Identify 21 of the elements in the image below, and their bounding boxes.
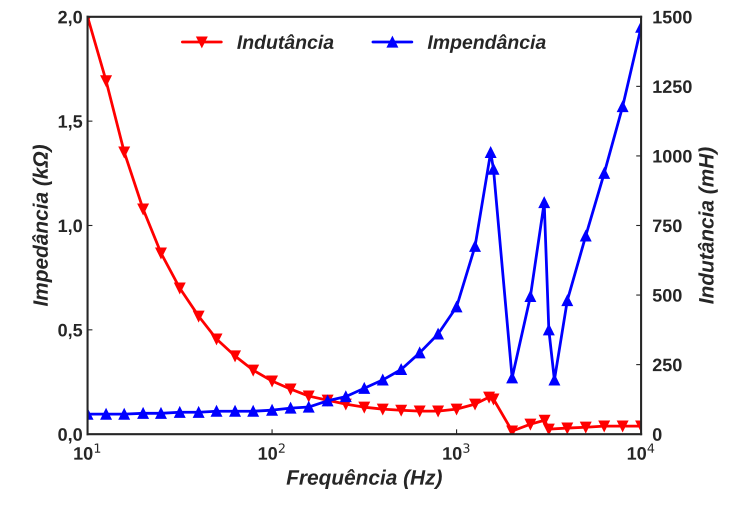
x-tick-label: 10$^{1}$ [74,444,100,460]
y-tick-label: 0,0 [58,428,82,444]
legend-label: Indutância [237,34,334,50]
y2-tick-label: 500 [652,288,682,302]
x-axis-title: Frequência (Hz) [286,469,442,489]
y-axis-title: Impedância (kΩ) [32,145,52,306]
y2-tick-label: 1500 [653,10,692,24]
y-tick-label: 2,0 [58,10,82,26]
x-tick-label: 10$^{4}$ [628,444,654,460]
y2-tick-label: 1250 [653,80,692,94]
x-tick-label: 10$^{2}$ [258,443,285,460]
y-tick-label: 1,5 [58,115,82,130]
y2-tick-label: 750 [652,219,682,232]
y2-tick-label: 0 [652,428,662,441]
y2-tick-label: 1000 [653,150,692,163]
y2-axis-title: Indutância (mH) [698,147,718,304]
y-tick-label: 1,0 [58,219,82,235]
x-tick-label: 10$^{3}$ [443,443,470,460]
y2-tick-label: 250 [652,358,682,372]
legend-label: Impendância [428,34,546,53]
y-tick-label: 0,5 [58,324,82,340]
